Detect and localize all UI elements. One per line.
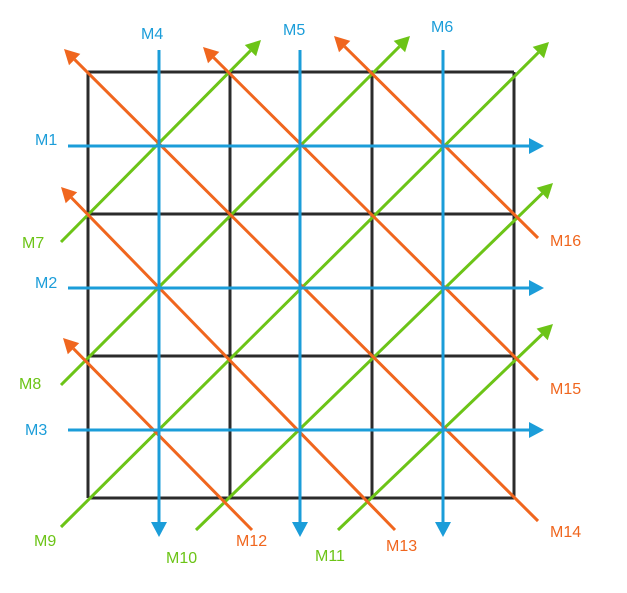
- rising-diagonal-4-shaft: [194, 192, 544, 532]
- rising-diagonal-1-arrowhead: [244, 40, 261, 57]
- label-m12: M12: [236, 533, 267, 550]
- vertical-line-1-arrowhead: [151, 522, 167, 537]
- falling-diagonal-1-shaft: [72, 347, 254, 532]
- falling-diagonal-2-arrowhead: [61, 187, 78, 204]
- rising-diagonal-3-arrowhead: [532, 42, 549, 59]
- vertical-line-2: [292, 50, 308, 537]
- label-m16: M16: [550, 233, 581, 250]
- label-m8: M8: [19, 376, 41, 393]
- axis-lines: [68, 50, 544, 537]
- label-m5: M5: [283, 22, 305, 39]
- label-m15: M15: [550, 381, 581, 398]
- rising-diagonal-4: [194, 183, 553, 532]
- falling-diagonal-3-shaft: [73, 58, 540, 523]
- falling-diagonal-4-arrowhead: [203, 47, 220, 64]
- rising-diagonal-2-arrowhead: [393, 36, 410, 53]
- falling-diagonal-3-arrowhead: [64, 49, 81, 66]
- falling-diagonal-2-shaft: [70, 196, 397, 532]
- rising-diagonal-4-arrowhead: [536, 183, 553, 200]
- label-m7: M7: [22, 235, 44, 252]
- label-m4: M4: [141, 26, 163, 43]
- falling-diagonal-5-shaft: [343, 45, 540, 240]
- vertical-line-3: [435, 50, 451, 537]
- label-m9: M9: [34, 533, 56, 550]
- rising-diagonal-3: [59, 42, 549, 529]
- horizontal-line-2-arrowhead: [529, 280, 544, 296]
- label-m3: M3: [25, 422, 47, 439]
- rising-diagonal-2: [59, 36, 410, 387]
- falling-diagonal-5-arrowhead: [334, 36, 351, 53]
- vertical-line-3-arrowhead: [435, 522, 451, 537]
- vertical-line-1: [151, 50, 167, 537]
- label-m14: M14: [550, 524, 581, 541]
- horizontal-line-3-arrowhead: [529, 422, 544, 438]
- falling-diagonal-1: [63, 338, 254, 532]
- vertical-line-2-arrowhead: [292, 522, 308, 537]
- rising-diagonal-lines: [59, 36, 553, 532]
- line-labels: M1 M2 M3 M4 M5 M6 M7 M8 M9 M10 M11 M12 M13 M14 M15 M16: [19, 19, 581, 567]
- falling-diagonal-4-shaft: [212, 56, 540, 382]
- falling-diagonal-4: [203, 47, 540, 382]
- falling-diagonal-1-arrowhead: [63, 338, 80, 355]
- rising-diagonal-5-shaft: [336, 333, 544, 532]
- label-m11: M11: [315, 548, 345, 565]
- label-m1: M1: [35, 132, 57, 149]
- label-m13: M13: [386, 538, 417, 555]
- horizontal-line-1-arrowhead: [529, 138, 544, 154]
- label-m10: M10: [166, 550, 197, 567]
- label-m6: M6: [431, 19, 453, 36]
- falling-diagonal-lines: [61, 36, 540, 532]
- rising-diagonal-5-arrowhead: [536, 324, 553, 341]
- falling-diagonal-3: [64, 49, 540, 523]
- falling-diagonal-2: [61, 187, 397, 532]
- rising-diagonal-5: [336, 324, 553, 532]
- label-m2: M2: [35, 275, 57, 292]
- falling-diagonal-5: [334, 36, 540, 240]
